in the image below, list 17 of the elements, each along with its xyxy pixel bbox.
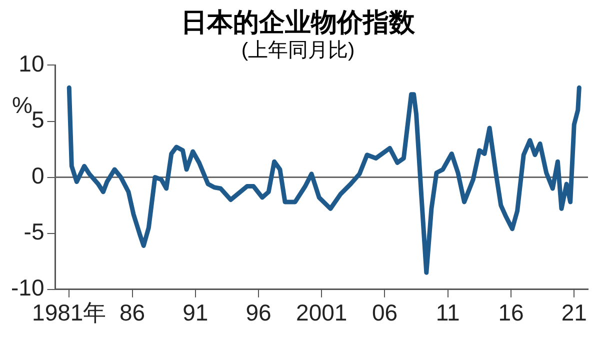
y-tick-label: -10 <box>10 274 44 301</box>
x-tick-label: 96 <box>246 300 272 326</box>
x-tick-label: 2001 <box>296 300 348 326</box>
y-axis-title: % <box>12 92 32 119</box>
y-tick-label: 5 <box>31 106 44 133</box>
x-tick-label: 16 <box>498 300 524 326</box>
x-tick-label: 06 <box>372 300 398 326</box>
x-tick-label: 1981年 <box>32 300 106 326</box>
x-tick-label: 91 <box>182 300 208 326</box>
y-tick-label: -5 <box>24 218 44 245</box>
x-tick-label: 11 <box>436 300 460 326</box>
x-tick-label: 21 <box>561 300 587 326</box>
x-tick-label: 86 <box>119 300 146 326</box>
y-tick-label: 10 <box>18 50 44 77</box>
y-tick-label: 0 <box>31 162 44 189</box>
chart-title: 日本的企业物价指数 <box>181 6 416 37</box>
chart-subtitle: (上年同月比) <box>241 40 355 62</box>
